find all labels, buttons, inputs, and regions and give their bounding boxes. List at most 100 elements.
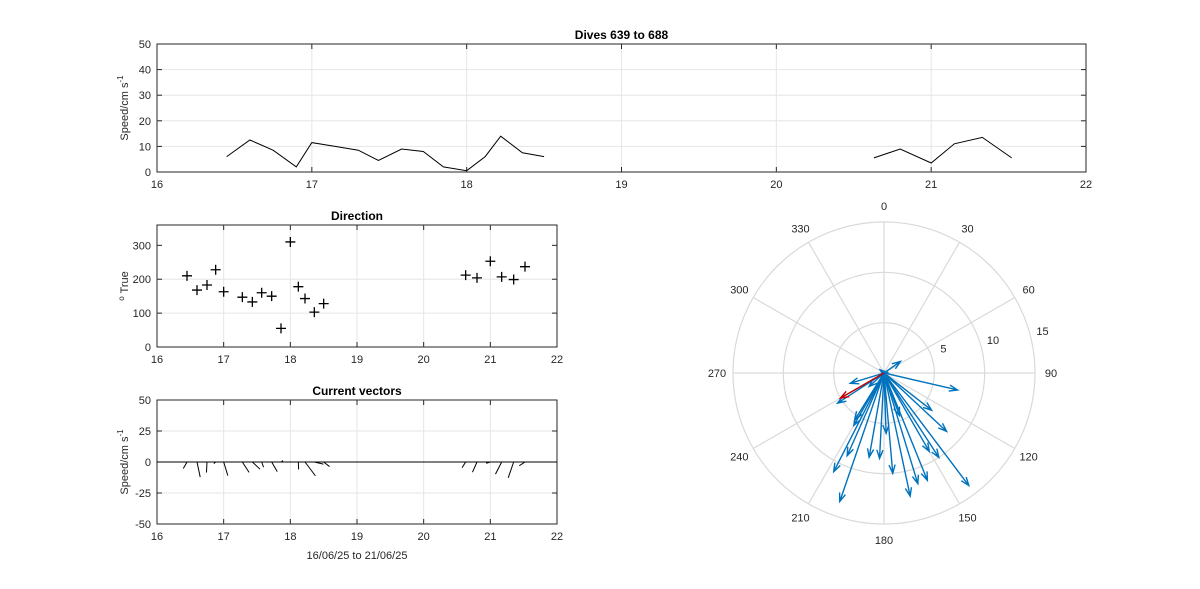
polar-current-arrow [883, 372, 896, 476]
current-vector-stick [261, 461, 265, 468]
vectors-x-tick-label: 22 [551, 531, 563, 543]
current-vector-stick [182, 461, 188, 469]
direction-point-marker [520, 261, 530, 272]
polar-angle-label: 270 [708, 368, 726, 380]
speed-x-tick-label: 18 [461, 179, 473, 191]
polar-angle-label: 330 [791, 223, 809, 235]
vectors-x-tick-label: 17 [218, 531, 230, 543]
vectors-y-tick-label: 50 [139, 395, 151, 407]
current-vector-stick [472, 461, 478, 473]
current-vector-stick [271, 461, 278, 472]
polar-angle-label: 150 [958, 513, 976, 525]
polar-angle-spoke [883, 296, 1016, 374]
speed-y-tick-label: 20 [139, 116, 151, 128]
vectors-y-tick-label: 0 [145, 457, 151, 469]
speed-series-line [873, 136, 1012, 164]
direction-y-tick-label: 300 [133, 240, 151, 252]
polar-current-arrow [883, 372, 920, 486]
direction-point-marker [300, 293, 310, 304]
direction-x-tick-label: 18 [284, 354, 296, 366]
vectors-x-tick-label: 16 [151, 531, 163, 543]
direction-x-tick-label: 22 [551, 354, 563, 366]
direction-x-tick-label: 19 [351, 354, 363, 366]
direction-point-marker [192, 285, 202, 296]
speed-y-axis-label-text: Speed/cm s [119, 82, 131, 141]
direction-point-marker [266, 291, 277, 302]
direction-title: Direction [331, 209, 383, 223]
speed-chart-panel: 16 17 18 19 20 21 22 0 10 20 30 40 50 Dives 639 to 68… [116, 28, 1092, 191]
vectors-y-tick-label: -25 [135, 488, 151, 500]
speed-y-tick-label: 10 [139, 141, 151, 153]
vectors-x-tick-label: 18 [284, 531, 296, 543]
speed-x-tick-label: 20 [770, 179, 782, 191]
direction-point-marker [508, 274, 519, 285]
current-vector-stick [251, 461, 261, 470]
speed-y-tick-label: 50 [139, 39, 151, 51]
polar-angle-label: 210 [791, 513, 809, 525]
speed-x-tick-label: 17 [306, 179, 318, 191]
polar-angle-spoke [883, 372, 1016, 450]
polar-angle-label: 60 [1023, 285, 1035, 297]
vectors-x-tick-label: 19 [351, 531, 363, 543]
polar-angle-label: 120 [1019, 452, 1037, 464]
polar-radius-label: 15 [1036, 326, 1048, 338]
speed-y-axis-label-superscript: -1 [116, 75, 125, 83]
polar-current-arrow [838, 372, 885, 504]
current-vector-stick [223, 461, 229, 476]
current-vector-stick [314, 461, 324, 465]
polar-angle-label: 30 [961, 223, 973, 235]
current-vector-stick [205, 461, 208, 473]
polar-radius-label: 10 [987, 335, 999, 347]
polar-current-arrow [853, 372, 885, 422]
speed-x-tick-label: 19 [615, 179, 627, 191]
polar-angle-spoke [752, 296, 885, 374]
current-vector-stick [196, 461, 201, 478]
current-vector-stick [323, 461, 330, 467]
vectors-title: Current vectors [312, 384, 402, 398]
polar-mean-arrow [838, 372, 885, 400]
current-vectors-chart-panel: 16 17 18 19 20 21 22 -50 -25 0 25 50 Current vectors… [116, 384, 563, 562]
polar-angle-label: 240 [730, 452, 748, 464]
speed-y-tick-label: 30 [139, 90, 151, 102]
current-vector-stick [304, 461, 316, 477]
polar-angle-label: 180 [875, 535, 893, 547]
polar-current-arrow [846, 372, 885, 458]
polar-current-arrow [883, 360, 903, 374]
vectors-y-tick-label: 25 [139, 426, 151, 438]
direction-point-marker [210, 264, 221, 275]
direction-point-marker [460, 270, 471, 281]
direction-point-marker [237, 292, 248, 303]
polar-current-arrow [883, 372, 960, 392]
polar-current-arrow [866, 372, 885, 460]
direction-point-marker [276, 323, 286, 334]
speed-y-axis-label: Speed/cm s-1 [116, 75, 131, 141]
direction-point-marker [485, 256, 496, 267]
direction-point-marker [256, 287, 267, 298]
direction-point-marker [496, 271, 507, 282]
direction-point-marker [472, 272, 482, 283]
direction-y-axis-label: o True [117, 271, 131, 301]
direction-x-tick-label: 16 [151, 354, 163, 366]
polar-angle-spoke [883, 241, 961, 374]
polar-radius-label: 5 [940, 344, 946, 356]
direction-x-tick-label: 20 [418, 354, 430, 366]
polar-angle-spoke [807, 241, 885, 374]
current-vector-stick [461, 461, 467, 469]
direction-y-tick-label: 100 [133, 308, 151, 320]
current-vector-stick [241, 461, 250, 473]
direction-point-marker [182, 270, 192, 281]
polar-current-arrow [883, 372, 949, 433]
direction-point-marker [285, 236, 296, 247]
direction-x-tick-label: 21 [484, 354, 496, 366]
vectors-y-axis-label-superscript: -1 [116, 429, 125, 437]
direction-point-marker [202, 279, 212, 290]
current-vector-stick [507, 461, 515, 478]
direction-y-axis-label-prefix: o [117, 296, 126, 301]
vectors-y-axis-label-text: Speed/cm s [119, 436, 131, 495]
vectors-x-tick-label: 20 [418, 531, 430, 543]
polar-current-arrow [832, 372, 885, 474]
speed-title: Dives 639 to 688 [575, 28, 669, 42]
polar-current-arrow [883, 372, 931, 454]
polar-angle-label: 90 [1045, 368, 1057, 380]
